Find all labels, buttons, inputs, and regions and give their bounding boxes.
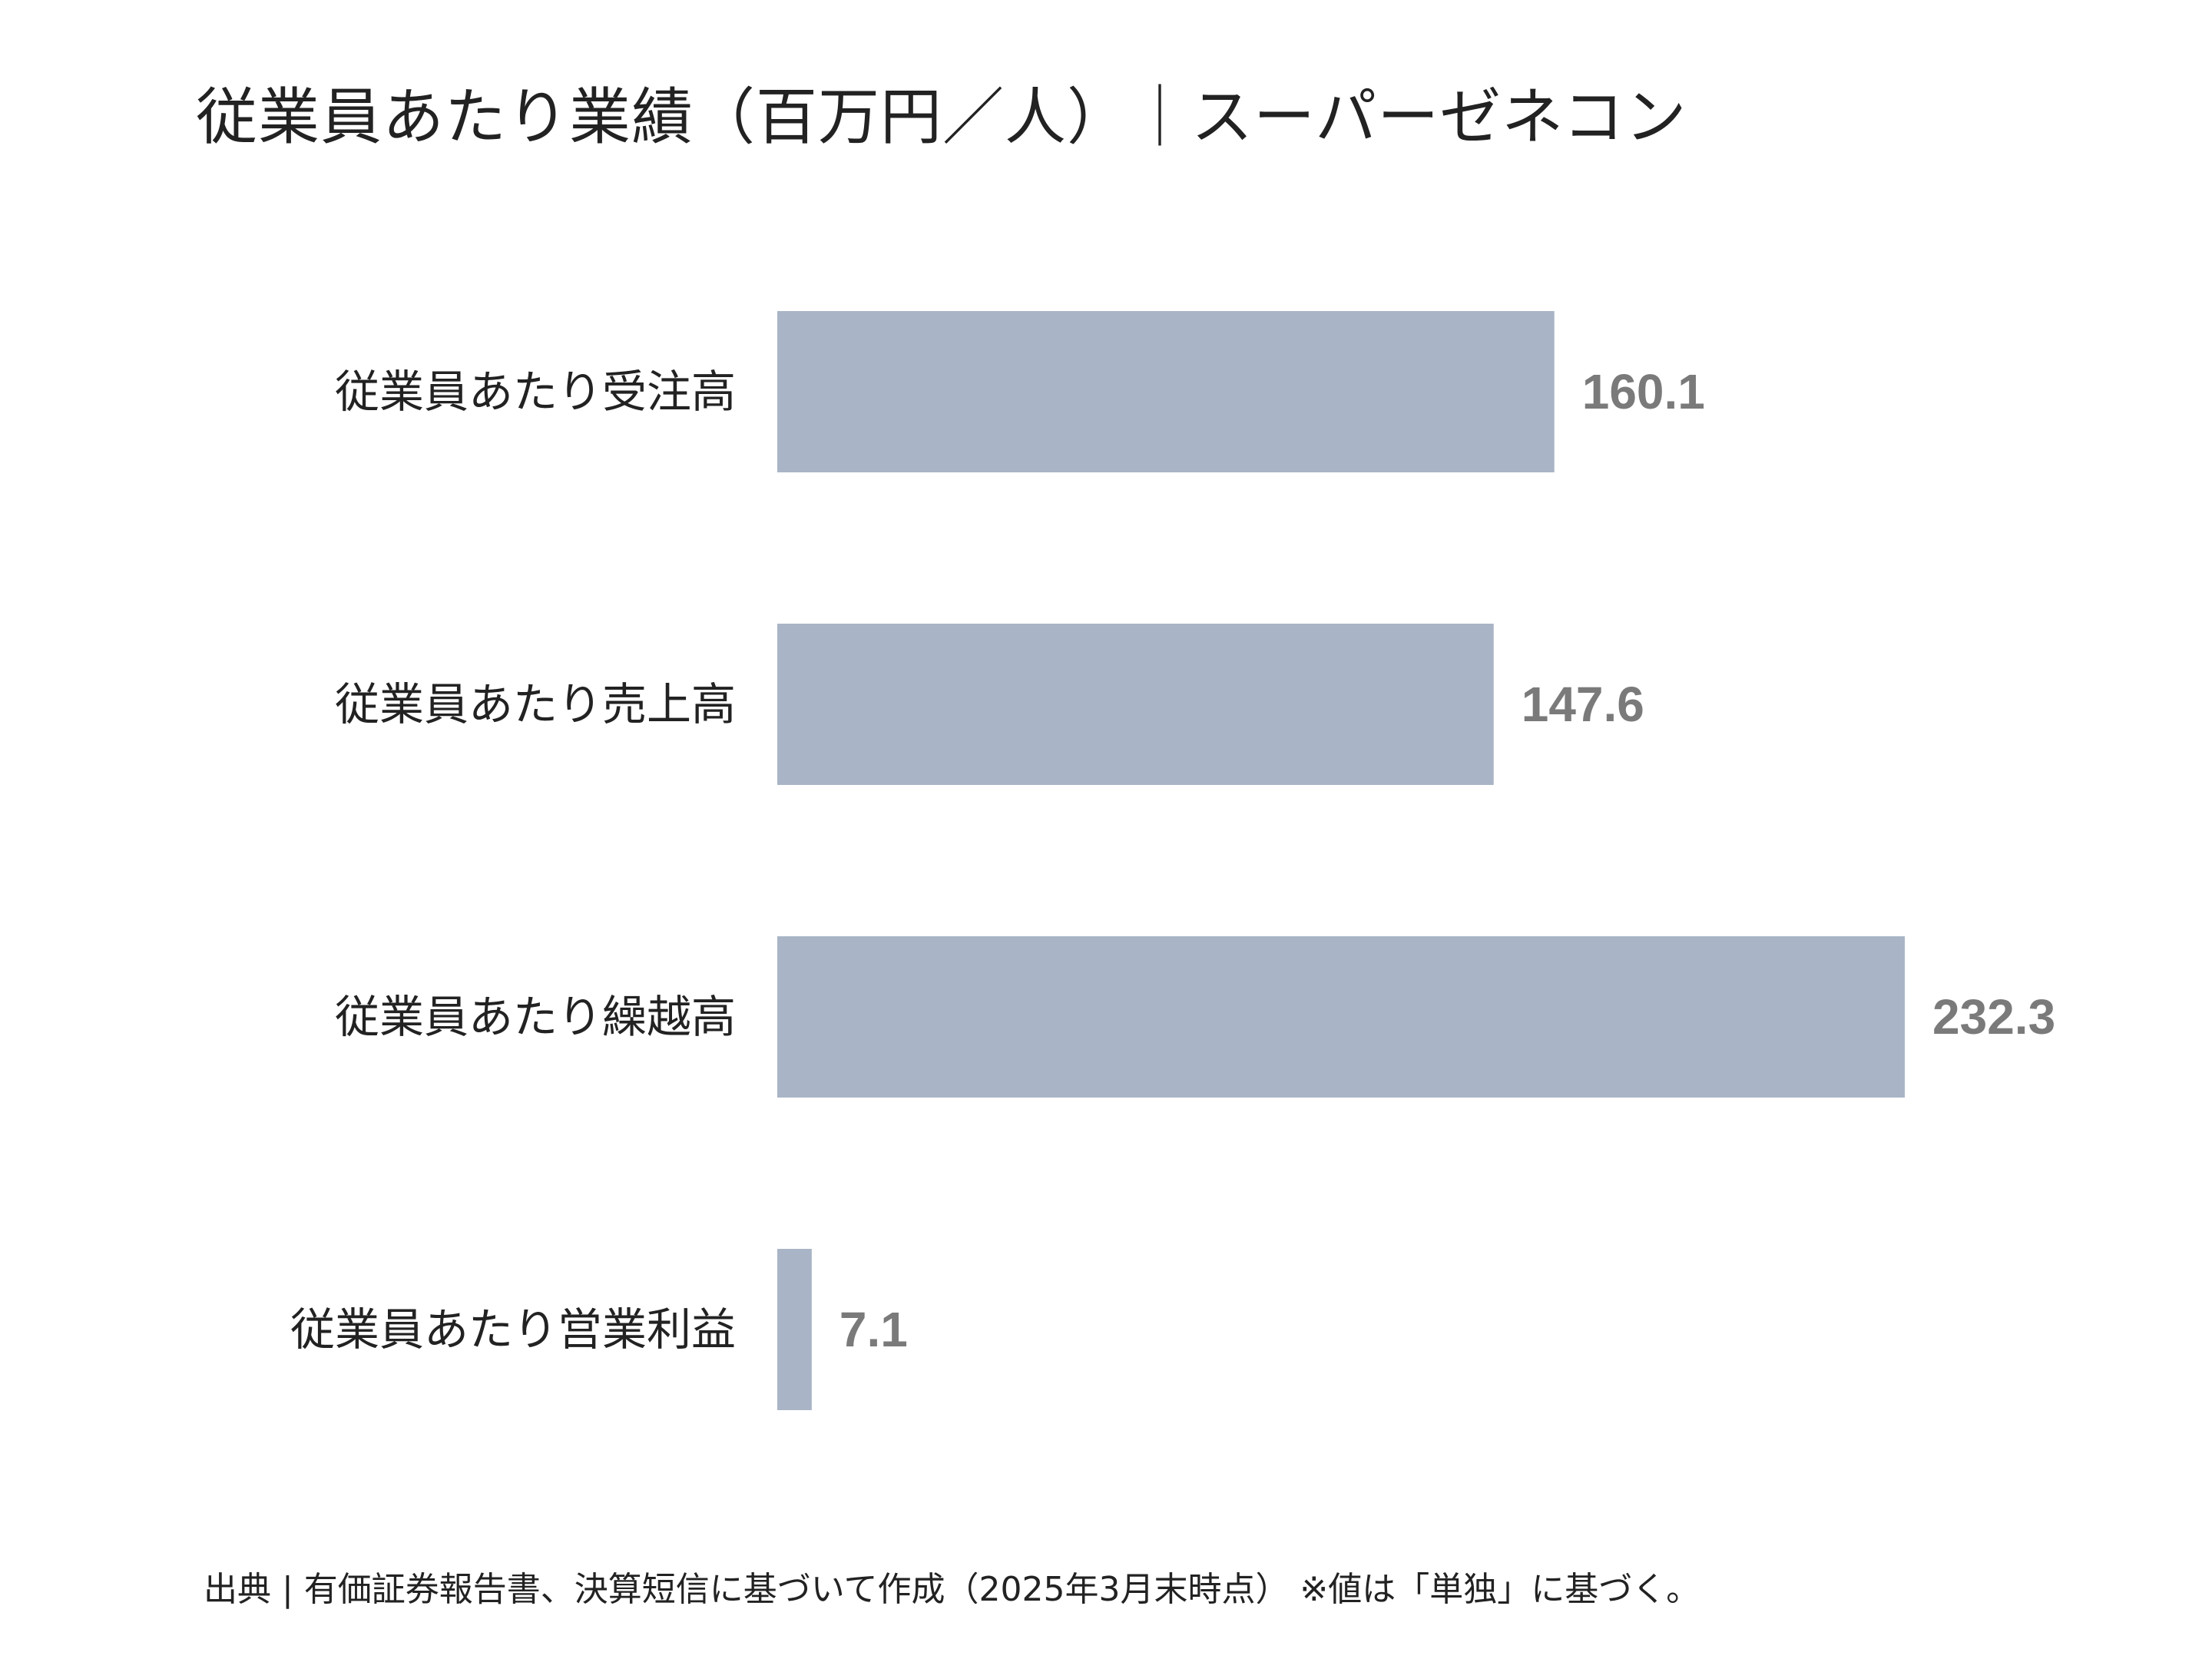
bar (777, 311, 1555, 472)
chart-title: 従業員あたり業績（百万円／人）｜スーパーゼネコン (196, 81, 1687, 153)
category-label: 従業員あたり売上高 (335, 678, 736, 730)
value-label: 7.1 (839, 1302, 908, 1357)
category-label: 従業員あたり受注高 (335, 366, 736, 418)
category-label: 従業員あたり繰越高 (335, 991, 736, 1043)
bar (777, 624, 1494, 785)
bar (777, 1249, 812, 1410)
source-note: 出典 | 有価証券報告書、決算短信に基づいて作成（2025年3月末時点） ※値は… (204, 1570, 1700, 1609)
value-label: 232.3 (1932, 989, 2055, 1045)
value-label: 160.1 (1582, 364, 1705, 419)
value-label: 147.6 (1522, 677, 1644, 732)
category-label: 従業員あたり営業利益 (290, 1303, 736, 1356)
bar (777, 936, 1905, 1098)
